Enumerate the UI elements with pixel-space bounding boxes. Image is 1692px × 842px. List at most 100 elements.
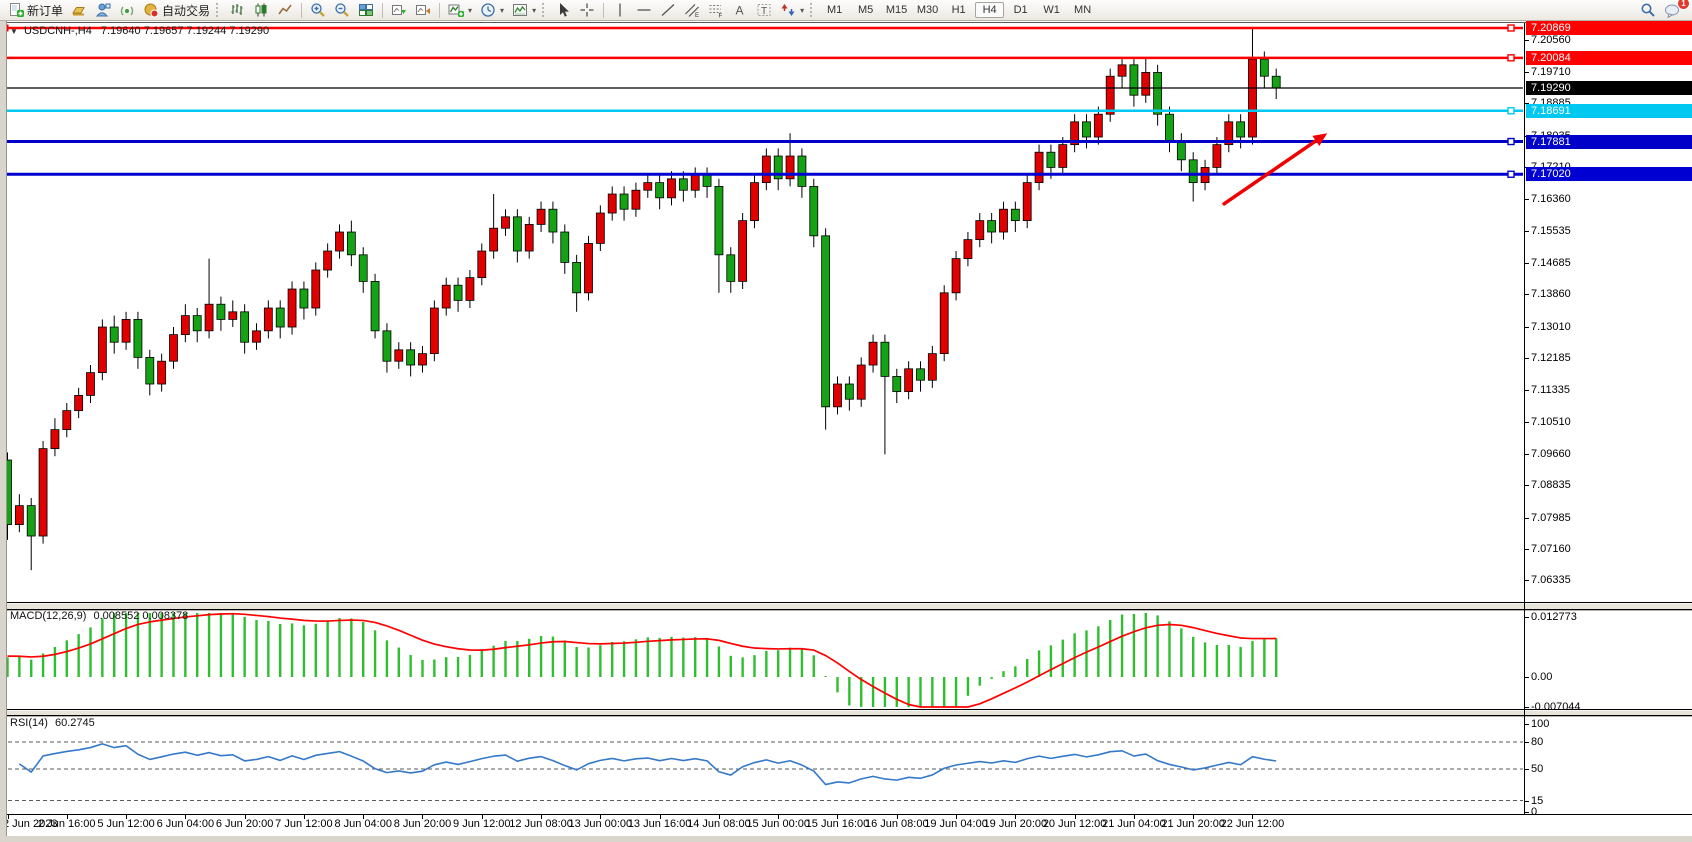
rsi-panel-canvas[interactable] xyxy=(0,716,1692,814)
time-axis-tick xyxy=(1252,815,1254,819)
price-axis-tick xyxy=(1524,199,1529,201)
candlestick-chart-button[interactable] xyxy=(249,0,273,21)
time-axis-tick xyxy=(896,815,898,819)
text-label-icon: T xyxy=(756,2,772,18)
gold-button[interactable] xyxy=(67,0,91,21)
cursor-button[interactable] xyxy=(551,0,575,21)
timeframe-button-H1[interactable]: H1 xyxy=(951,4,966,16)
time-axis-label[interactable]: 16 Jun 08:00 xyxy=(864,818,929,830)
time-axis-label[interactable]: 8 Jun 20:00 xyxy=(393,818,452,830)
notifications-button[interactable]: 1 xyxy=(1660,0,1690,21)
macd-panel-bottom-border xyxy=(6,709,1692,710)
timeframe-button-M15[interactable]: M15 xyxy=(885,4,908,16)
price-axis-tick xyxy=(1524,453,1529,455)
fibonacci-tool-button[interactable]: F xyxy=(704,0,728,21)
time-axis-tick xyxy=(422,815,424,819)
time-axis-label[interactable]: 12 Jun 08:00 xyxy=(509,818,573,830)
time-axis-label[interactable]: 6 Jun 20:00 xyxy=(215,818,274,830)
time-axis-label[interactable]: 20 Jun 12:00 xyxy=(1042,818,1107,830)
time-axis-label[interactable]: 5 Jun 12:00 xyxy=(97,818,155,830)
timeframe-button-M1[interactable]: M1 xyxy=(826,4,843,16)
time-axis-tick xyxy=(363,815,365,819)
main-chart-canvas[interactable] xyxy=(0,23,1692,602)
arrows-tool-button[interactable]: ▾ xyxy=(776,0,808,21)
time-axis-tick xyxy=(126,815,128,819)
macd-panel-canvas[interactable] xyxy=(0,610,1692,709)
arrows-icon xyxy=(780,2,796,18)
time-axis-label[interactable]: 13 Jun 00:00 xyxy=(568,818,633,830)
time-axis-label[interactable]: 2 Jun 16:00 xyxy=(38,818,96,830)
time-axis-label[interactable]: 21 Jun 04:00 xyxy=(1102,818,1166,830)
time-axis-label[interactable]: 19 Jun 04:00 xyxy=(924,818,988,830)
horizontal-line-tool-button[interactable] xyxy=(632,0,656,21)
trendline-icon xyxy=(660,2,676,18)
symbol-period-label: USDCNH-,H4 xyxy=(23,25,92,37)
new-order-button[interactable]: 新订单 xyxy=(4,0,67,21)
rsi-axis-tick xyxy=(1524,742,1529,743)
equidistant-channel-tool-button[interactable]: E xyxy=(680,0,704,21)
price-axis-tick xyxy=(1524,72,1529,74)
auto-scroll-button[interactable] xyxy=(387,0,411,21)
trendline-tool-button[interactable] xyxy=(656,0,680,21)
time-axis-label[interactable]: 6 Jun 04:00 xyxy=(156,818,215,830)
time-axis-label[interactable]: 7 Jun 12:00 xyxy=(275,818,333,830)
timeframe-button-MN[interactable]: MN xyxy=(1074,4,1092,16)
time-axis-tick xyxy=(1133,815,1135,819)
time-axis-label[interactable]: 19 Jun 20:00 xyxy=(983,818,1048,830)
zoom-out-button[interactable] xyxy=(330,0,354,21)
time-axis-label[interactable]: 8 Jun 04:00 xyxy=(334,818,392,830)
indicators-button[interactable]: ▾ xyxy=(444,0,476,21)
template-icon xyxy=(512,2,528,18)
timeframe-button-M30[interactable]: M30 xyxy=(916,4,939,16)
chart-shift-button[interactable] xyxy=(411,0,435,21)
autotrading-button[interactable]: 自动交易 xyxy=(139,0,214,21)
time-axis-label[interactable]: 2 Jun 2023 xyxy=(3,818,58,830)
zoom-in-button[interactable] xyxy=(306,0,330,21)
time-axis-label[interactable]: 22 Jun 12:00 xyxy=(1220,818,1285,830)
arrows-caret-icon: ▾ xyxy=(800,5,805,15)
timeframe-button-M5[interactable]: M5 xyxy=(857,4,874,16)
time-axis-label[interactable]: 15 Jun 00:00 xyxy=(746,818,811,830)
line-chart-button[interactable] xyxy=(273,0,297,21)
community-button[interactable] xyxy=(91,0,115,21)
text-label-tool-button[interactable]: T xyxy=(752,0,776,21)
time-axis-tick xyxy=(659,815,661,819)
time-axis-label[interactable]: 14 Jun 08:00 xyxy=(687,818,751,830)
signals-button[interactable] xyxy=(115,0,139,21)
periods-button[interactable]: ▾ xyxy=(476,0,508,21)
macd-splitter[interactable] xyxy=(6,603,1692,611)
price-axis-tick xyxy=(1524,548,1529,550)
price-axis-label: 7.10510 xyxy=(1531,415,1571,428)
timeframe-button-D1[interactable]: D1 xyxy=(1013,4,1028,16)
price-axis-label: 7.08835 xyxy=(1531,479,1571,492)
text-tool-button[interactable]: A xyxy=(728,0,752,21)
templates-button[interactable]: ▾ xyxy=(508,0,540,21)
person-chart-icon xyxy=(95,2,111,18)
time-axis-label[interactable]: 15 Jun 16:00 xyxy=(805,818,870,830)
crosshair-button[interactable] xyxy=(575,0,599,21)
time-axis-tick xyxy=(956,815,958,819)
timeframe-button-H4[interactable]: H4 xyxy=(975,2,1005,18)
tile-windows-button[interactable] xyxy=(354,0,378,21)
time-axis-label[interactable]: 21 Jun 20:00 xyxy=(1161,818,1225,830)
rsi-splitter[interactable] xyxy=(6,710,1692,717)
hline-price-badge: 7.20869 xyxy=(1526,20,1692,35)
rsi-axis-label: 80 xyxy=(1531,736,1544,748)
time-axis-label[interactable]: 9 Jun 12:00 xyxy=(453,818,511,830)
vertical-line-tool-button[interactable] xyxy=(608,0,632,21)
time-axis-label[interactable]: 13 Jun 16:00 xyxy=(627,818,692,830)
price-axis-label: 7.12185 xyxy=(1531,351,1571,364)
periods-caret-icon: ▾ xyxy=(500,5,505,15)
bar-chart-icon xyxy=(229,2,245,18)
macd-panel-top-border xyxy=(6,609,1692,610)
bar-chart-button[interactable] xyxy=(225,0,249,21)
price-axis-tick xyxy=(1524,39,1529,41)
macd-axis-tick xyxy=(1524,707,1529,708)
chart-shift-icon xyxy=(415,2,431,18)
timeframe-button-W1[interactable]: W1 xyxy=(1043,4,1060,16)
window-collapse-icon[interactable]: ▼ xyxy=(10,27,18,36)
rsi-axis-tick xyxy=(1524,812,1529,813)
search-button[interactable] xyxy=(1636,0,1660,21)
price-axis-label: 7.13860 xyxy=(1531,288,1571,301)
price-axis-line[interactable] xyxy=(1524,23,1525,814)
